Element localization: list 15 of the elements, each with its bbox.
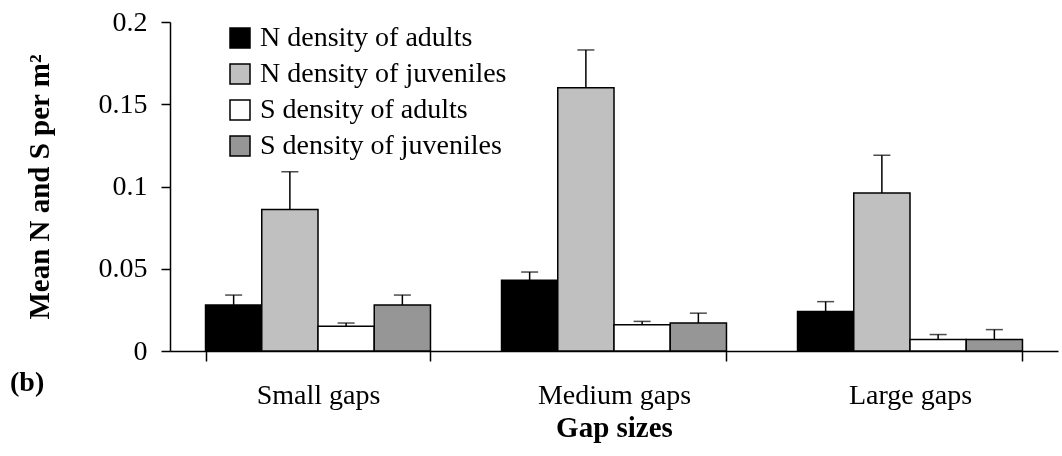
y-tick-label: 0.05 — [98, 252, 148, 284]
x-tick-label: Large gaps — [848, 378, 973, 410]
y-axis-title: Mean N and S per m² — [22, 54, 55, 320]
y-tick-label: 0 — [133, 334, 148, 366]
legend-label: S density of adults — [260, 93, 468, 124]
x-axis-title: Gap sizes — [556, 410, 673, 443]
legend-label: N density of adults — [260, 21, 473, 52]
x-tick-label: Medium gaps — [537, 378, 692, 410]
y-tick-label: 0.2 — [112, 5, 148, 37]
y-tick-label: 0.1 — [112, 170, 148, 201]
text: (b) — [10, 366, 45, 397]
x-tick-label: Small gaps — [256, 378, 381, 410]
legend-label: N density of juveniles — [260, 57, 507, 88]
y-tick-label: 0.15 — [98, 87, 148, 119]
legend-label: S density of juveniles — [260, 129, 502, 160]
